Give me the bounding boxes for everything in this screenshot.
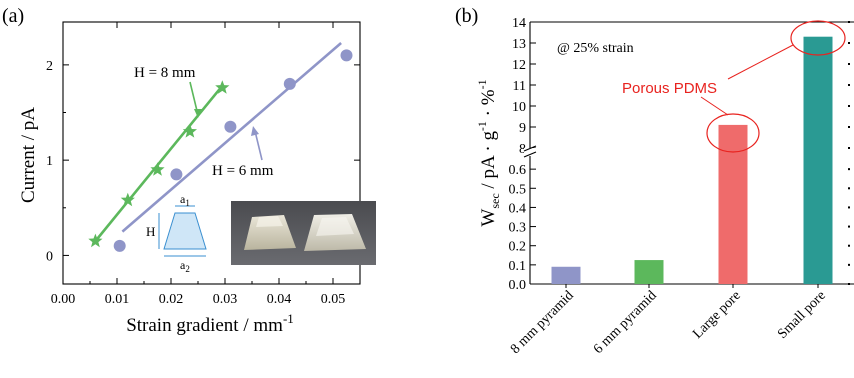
star-point xyxy=(182,124,197,138)
h-label: H xyxy=(146,224,155,239)
bar-small-pore xyxy=(803,36,833,285)
fit-line-h8 xyxy=(94,85,224,242)
star-point xyxy=(88,233,103,248)
sample-photo-inset xyxy=(231,201,376,265)
axis-break-line-2 xyxy=(523,151,537,158)
x-category-label: Small pore xyxy=(775,288,829,342)
strain-note: @ 25% strain xyxy=(557,41,634,56)
photo-pyramid-1-top xyxy=(256,216,283,227)
right-axis-tick xyxy=(848,84,850,86)
right-axis-tick xyxy=(848,105,850,107)
panel-b: (b) 0.0 0.1 0.2 0.3 0.4 0.5 0.6 8 9 10 11 12 13 14 8 … xyxy=(455,5,854,357)
panel-a-y-axis-label: Current / pA xyxy=(18,107,39,203)
star-point xyxy=(150,162,165,176)
star-point xyxy=(120,192,135,207)
circle-point xyxy=(340,49,353,62)
y-tick-label: 8 xyxy=(519,142,526,157)
bar-large-pore xyxy=(718,124,748,285)
y-tick-label: 0.4 xyxy=(509,201,527,216)
x-category-label: Large pore xyxy=(690,288,744,342)
panel-a-axes-frame xyxy=(62,21,361,285)
x-tick-label: 0.00 xyxy=(51,292,76,307)
y-tick-label: 0.0 xyxy=(509,278,527,293)
panel-b-right-axis-ticks xyxy=(848,21,850,285)
arrow-h8-head xyxy=(194,109,202,118)
callout-line-small-pore xyxy=(727,44,794,80)
panel-a-fit-lines xyxy=(94,41,342,242)
right-axis-tick xyxy=(848,206,850,209)
right-axis-tick xyxy=(848,225,850,228)
panel-b-x-labels: 8 mm pyramid 6 mm pyramid Large pore Small … xyxy=(508,284,829,357)
a2-label: a2 xyxy=(180,258,190,274)
y-tick-label: 13 xyxy=(512,37,526,52)
y-tick-label: 0.5 xyxy=(509,182,527,197)
y-tick-label: 11 xyxy=(513,79,526,94)
callout-circle-large-pore xyxy=(706,113,760,153)
right-axis-tick xyxy=(848,21,850,23)
y-tick-label: 14 xyxy=(512,16,526,31)
x-tick-label: 0.03 xyxy=(213,292,238,307)
label-h8: H = 8 mm xyxy=(134,65,196,81)
x-tick-label: 0.04 xyxy=(267,292,292,307)
panel-a: (a) 0.00 0.01 0.02 0.03 0.04 0.05 0 1 2 Strain … xyxy=(2,5,376,336)
y-tick-label: 0.3 xyxy=(509,221,527,236)
panel-a-markers xyxy=(88,49,353,252)
circle-point xyxy=(283,77,296,90)
circle-point xyxy=(113,239,126,252)
bar-8-mm-pyramid xyxy=(551,266,581,284)
y-tick-label: 0 xyxy=(46,249,53,264)
pyramid-diagram: a1 a2 H xyxy=(146,192,207,274)
panel-b-label: (b) xyxy=(455,5,478,27)
axis-break-mark xyxy=(523,145,537,158)
panel-b-y-ticks: 0.0 0.1 0.2 0.3 0.4 0.5 0.6 8 9 10 11 12 13 14 xyxy=(509,16,536,293)
right-axis-tick xyxy=(848,42,850,44)
y-tick-label: 10 xyxy=(512,100,526,115)
photo-pyramid-2-top xyxy=(316,217,354,236)
callout-line-large-pore xyxy=(700,96,729,116)
panel-a-x-ticks: 0.00 0.01 0.02 0.03 0.04 0.05 xyxy=(51,22,346,307)
right-axis-tick xyxy=(848,283,850,285)
circle-point xyxy=(170,168,183,181)
right-axis-tick xyxy=(848,147,850,149)
right-axis-tick xyxy=(848,126,850,128)
panel-a-label: (a) xyxy=(2,5,24,27)
right-axis-tick xyxy=(848,187,850,190)
panel-a-x-axis-label: Strain gradient / mm-1 xyxy=(126,311,294,336)
a1-label: a1 xyxy=(180,192,190,208)
y-tick-label: 1 xyxy=(46,154,53,169)
y-tick-label: 0.1 xyxy=(509,259,527,274)
y-tick-label: 0.6 xyxy=(509,163,527,178)
y-tick-label: 2 xyxy=(46,59,53,74)
y-tick-label: 0.2 xyxy=(509,240,527,255)
bar-6-mm-pyramid xyxy=(634,260,664,284)
label-h6: H = 6 mm xyxy=(212,163,274,179)
fit-line-h6 xyxy=(121,41,342,233)
right-axis-tick xyxy=(848,263,850,266)
porous-pdms-callout: Porous PDMS xyxy=(622,80,717,97)
y-tick-label: 9 xyxy=(519,121,526,136)
right-axis-tick xyxy=(848,168,850,171)
trapezoid-shape xyxy=(163,212,207,250)
right-axis-tick xyxy=(848,63,850,65)
callout-circle-small-pore xyxy=(790,20,846,56)
arrow-h6-head xyxy=(251,126,259,136)
x-tick-label: 0.02 xyxy=(159,292,184,307)
x-category-label: 6 mm pyramid xyxy=(591,288,660,357)
star-point xyxy=(215,80,230,94)
x-tick-label: 0.05 xyxy=(321,292,346,307)
axis-break-line-1 xyxy=(523,145,537,152)
right-axis-tick xyxy=(848,244,850,247)
axis-break-gap xyxy=(524,148,536,156)
circle-point xyxy=(224,120,237,133)
arrow-h6 xyxy=(254,130,263,161)
panel-b-y-axis-label: Wsec / pA · g-1 · %-1 xyxy=(475,79,502,226)
x-tick-label: 0.01 xyxy=(105,292,130,307)
x-category-label: 8 mm pyramid xyxy=(508,288,577,357)
panel-b-bars xyxy=(551,36,833,285)
y-tick-label: 12 xyxy=(512,58,526,73)
